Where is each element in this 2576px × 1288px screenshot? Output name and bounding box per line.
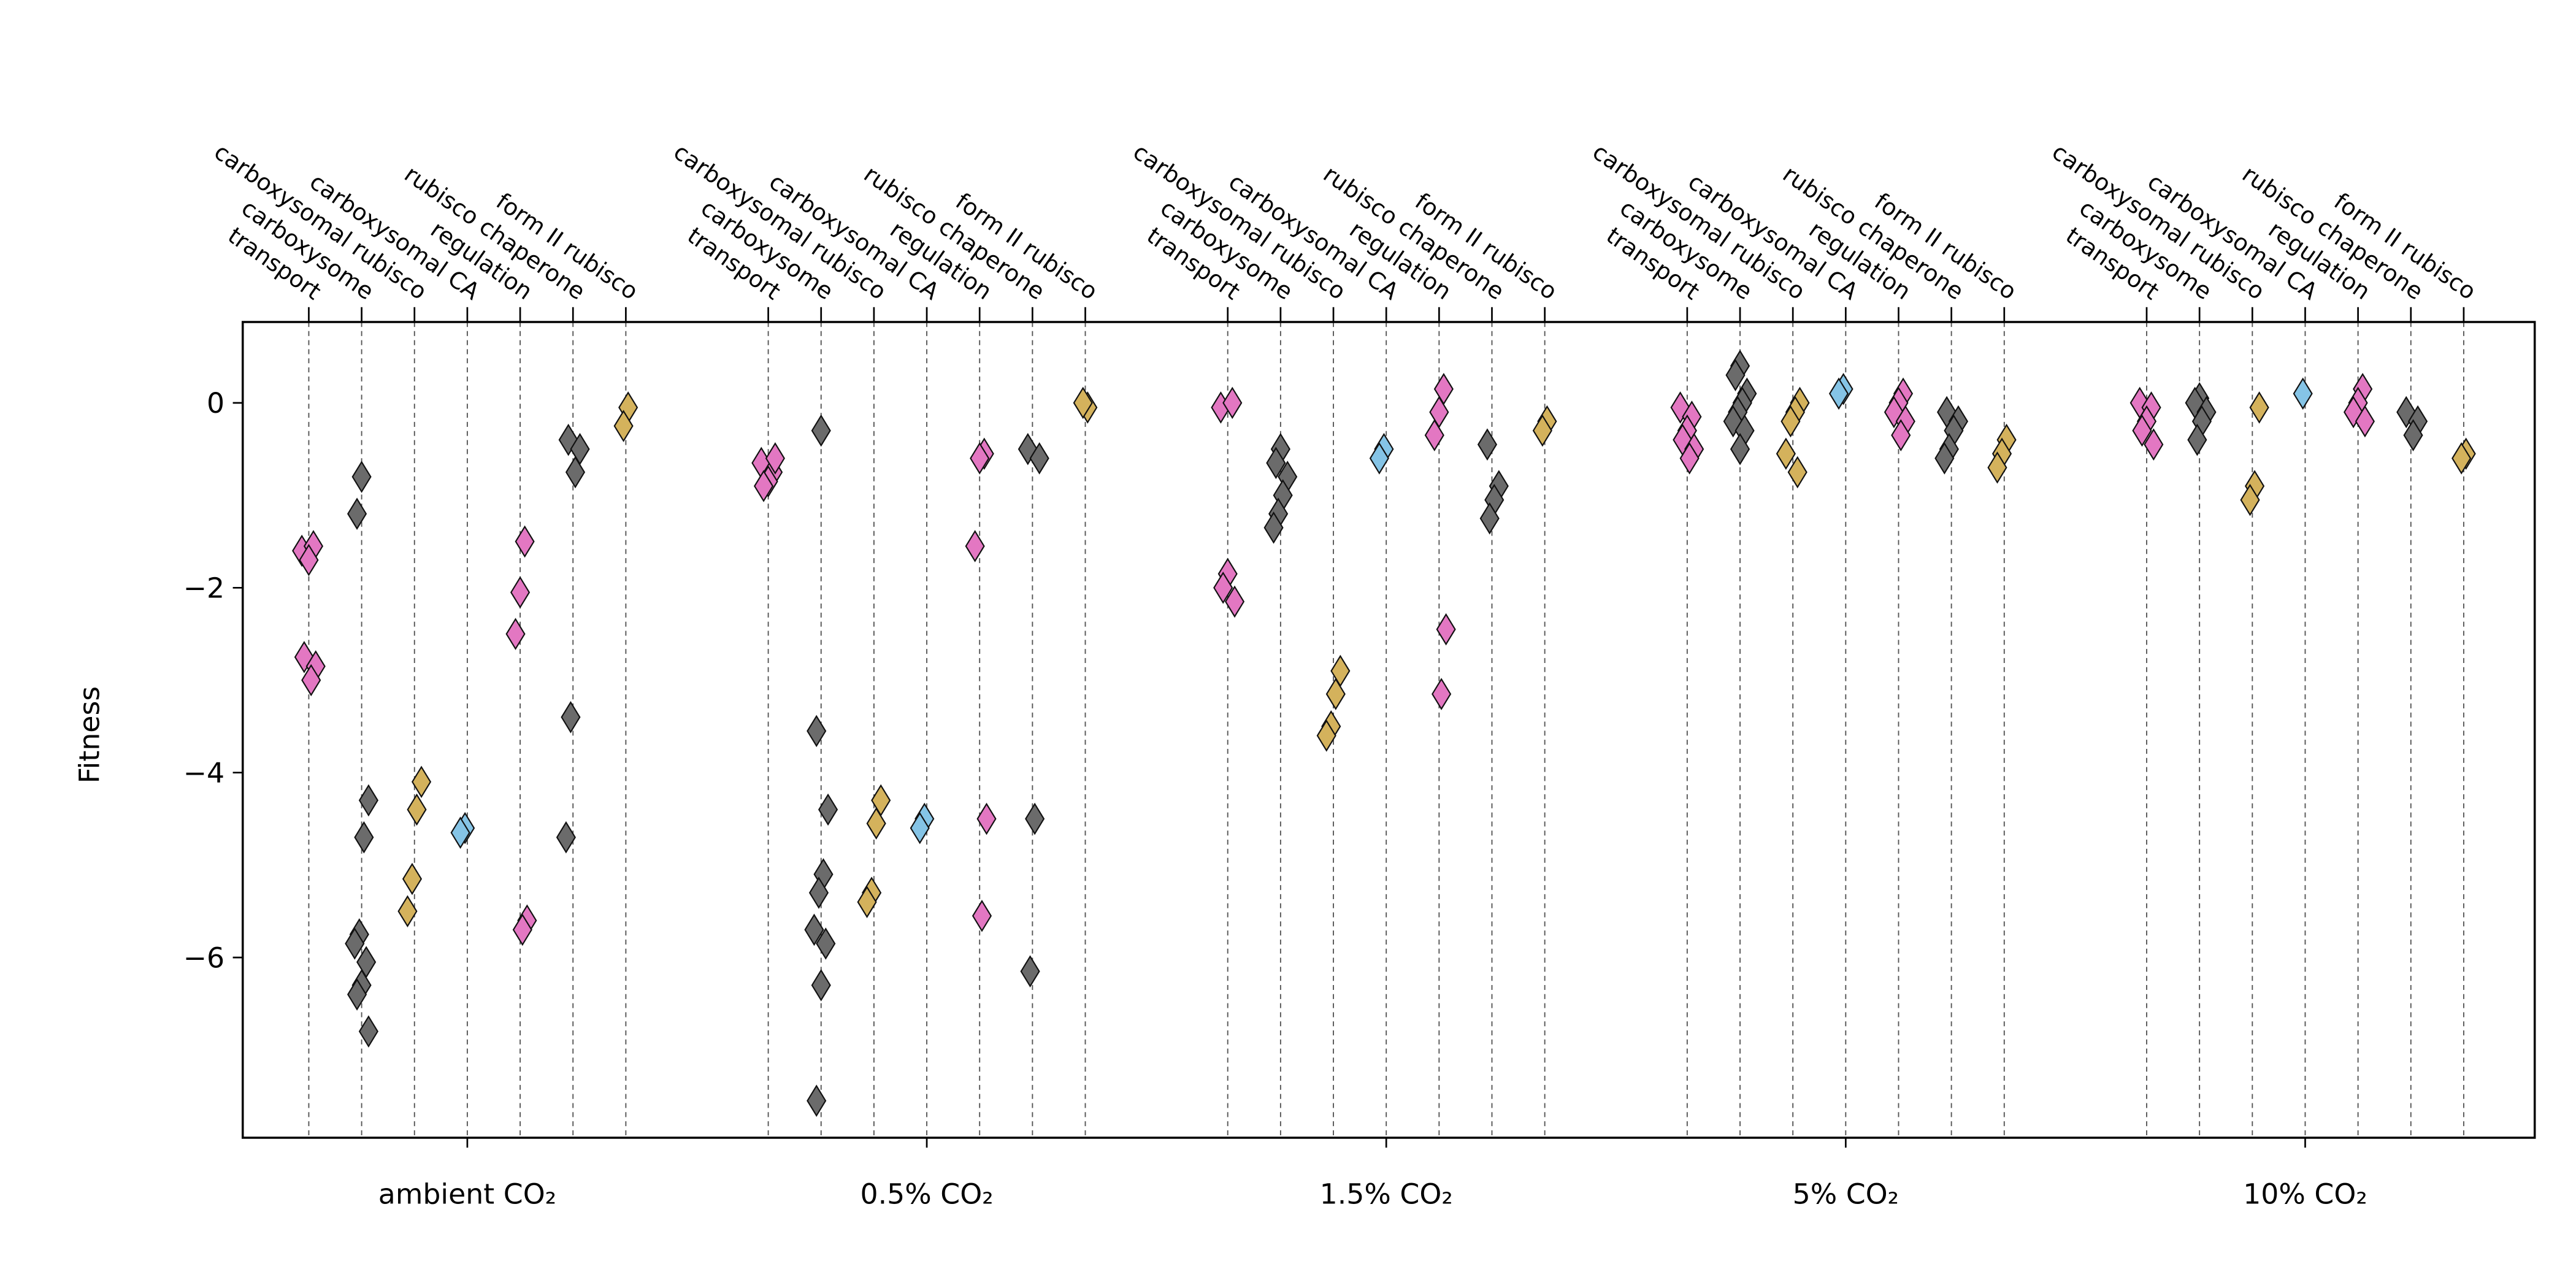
point — [2132, 414, 2152, 447]
point — [811, 969, 831, 1002]
point — [808, 876, 829, 909]
point — [1018, 432, 1038, 466]
point — [2293, 377, 2313, 410]
point — [1730, 432, 1750, 466]
x-tick-label: 0.5% CO₂ — [861, 1178, 994, 1211]
point — [818, 793, 838, 826]
point — [1224, 585, 1245, 618]
point — [2344, 396, 2364, 429]
point — [1934, 442, 1955, 475]
point — [1479, 502, 1500, 535]
point — [2355, 405, 2375, 438]
point — [1025, 802, 1045, 835]
x-tick-label: ambient CO₂ — [378, 1178, 556, 1211]
y-tick-label: 0 — [207, 387, 224, 420]
point — [351, 461, 372, 493]
y-tick-label: −2 — [183, 572, 224, 604]
x-tick-label: 1.5% CO₂ — [1320, 1178, 1453, 1211]
point — [765, 442, 785, 475]
point — [1263, 512, 1284, 544]
point — [347, 497, 367, 531]
point — [1436, 613, 1456, 646]
x-tick-label: 10% CO₂ — [2243, 1178, 2367, 1211]
point — [1029, 442, 1049, 475]
point — [1884, 396, 1904, 429]
point — [807, 1084, 827, 1117]
point — [816, 927, 836, 960]
point — [515, 525, 535, 558]
y-tick-label: −4 — [183, 757, 224, 789]
point — [972, 900, 992, 932]
point — [1781, 405, 1801, 438]
point — [2249, 391, 2269, 424]
point — [910, 811, 930, 845]
point — [1369, 442, 1389, 475]
y-tick-label: −6 — [183, 941, 224, 974]
x-tick-label: 5% CO₂ — [1793, 1178, 1899, 1211]
point — [1325, 678, 1346, 710]
point — [2396, 396, 2417, 429]
point — [294, 641, 314, 673]
point — [565, 456, 586, 489]
point — [2144, 428, 2164, 461]
point — [811, 414, 831, 447]
point — [556, 821, 576, 854]
point — [976, 802, 997, 835]
point — [510, 576, 531, 609]
point — [965, 530, 985, 562]
point — [358, 1015, 378, 1048]
point — [1316, 719, 1336, 752]
point — [1073, 386, 1093, 420]
point — [866, 807, 886, 840]
point — [354, 821, 374, 854]
point — [345, 927, 365, 960]
point — [857, 886, 877, 918]
point — [402, 862, 423, 895]
point — [2240, 483, 2260, 516]
point — [1987, 451, 2007, 484]
point — [1020, 955, 1040, 988]
point — [753, 470, 774, 502]
point — [397, 895, 418, 928]
point — [2403, 419, 2423, 451]
point — [450, 816, 470, 849]
point — [358, 784, 378, 817]
point — [1213, 571, 1233, 604]
point — [505, 618, 526, 650]
point — [407, 793, 427, 826]
point — [1679, 442, 1700, 475]
point — [1828, 377, 1849, 410]
point — [2451, 442, 2472, 475]
point — [1723, 405, 1743, 438]
point — [1424, 419, 1444, 451]
point — [807, 715, 827, 748]
point — [1266, 447, 1286, 480]
point — [2187, 423, 2207, 456]
point — [299, 543, 319, 577]
point — [512, 913, 532, 946]
point — [1776, 437, 1796, 470]
point — [561, 700, 581, 734]
point — [1432, 678, 1452, 710]
point — [970, 442, 990, 475]
point — [1477, 428, 1498, 461]
point — [301, 664, 321, 697]
plot-frame — [242, 321, 2536, 1139]
point — [613, 410, 634, 442]
y-axis-label: Fitness — [74, 686, 106, 783]
point — [1532, 414, 1552, 447]
point — [1725, 359, 1746, 391]
point — [347, 978, 367, 1011]
point — [1222, 386, 1243, 420]
point — [1891, 419, 1911, 451]
point — [412, 765, 432, 799]
point — [804, 913, 824, 946]
point — [1787, 456, 1807, 489]
